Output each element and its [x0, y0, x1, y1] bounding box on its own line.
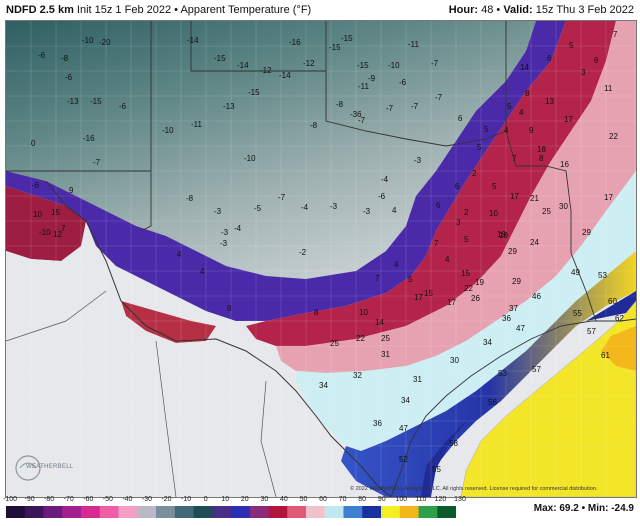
legend-tick-label: 50 [299, 496, 308, 503]
legend-color-swatch [174, 506, 194, 518]
legend-color-swatch [399, 506, 419, 518]
legend-color-swatch [137, 506, 157, 518]
southwest-red-region [121, 301, 216, 343]
purple-band [6, 21, 566, 321]
west-red-region [6, 186, 86, 261]
legend-tick-label: 20 [240, 496, 249, 503]
legend-tick-label: 0 [203, 496, 208, 503]
max-label: Max: [533, 503, 557, 514]
coastline [390, 318, 636, 497]
orange-gulf-core [601, 326, 636, 371]
legend-tick-label: -30 [141, 496, 153, 503]
temperature-legend: -100 -90 -80 -70 -60 -50 -40 -30 -20 -10 0 10 20 30 40… [2, 496, 466, 524]
header-right: Hour: 48 • Valid: 15z Thu 3 Feb 2022 [448, 4, 634, 16]
model-name: NDFD 2.5 km [6, 4, 74, 16]
legend-color-swatch [193, 506, 213, 518]
legend-tick-label: 100 [395, 496, 408, 503]
legend-color-swatch [437, 506, 456, 518]
mexico-land [6, 251, 346, 497]
header-left: NDFD 2.5 km Init 15z 1 Feb 2022 • Appare… [6, 0, 311, 20]
international-border [45, 180, 392, 497]
legend-tick-label: 30 [260, 496, 269, 503]
map-canvas [6, 21, 636, 497]
legend-tick-label: 80 [358, 496, 367, 503]
legend-color-swatch [268, 506, 288, 518]
legend-ticks: -100 -90 -80 -70 -60 -50 -40 -30 -20 -10 0 10 20 30 40… [2, 496, 466, 506]
legend-tick-label: -90 [24, 496, 35, 503]
legend-tick-label: 60 [319, 496, 327, 503]
legend-tick-label: -50 [102, 496, 113, 503]
yellow-gulf [461, 301, 636, 497]
legend-color-swatch [249, 506, 269, 518]
legend-color-swatch [81, 506, 101, 518]
legend-color-swatch [343, 506, 363, 518]
legend-tick-label: -70 [63, 496, 74, 503]
valid-label: Valid: [503, 4, 533, 16]
legend-color-swatch [6, 506, 26, 518]
gulf-ocean [460, 300, 636, 497]
legend-color-swatch [418, 506, 438, 518]
legend-tick-label: 10 [221, 496, 230, 503]
legend-tick-label: 40 [280, 496, 288, 503]
legend-tick-label: 130 [454, 496, 466, 503]
legend-color-swatch [24, 506, 44, 518]
min-label: Min: [587, 503, 609, 514]
legend-color-swatch [287, 506, 307, 518]
weatherbell-logo-icon [15, 455, 41, 481]
cyan-coastal [296, 171, 636, 451]
max-min-stats: Max: 69.2 • Min: -24.9 [533, 503, 634, 514]
legend-tick-label: 90 [377, 496, 386, 503]
legend-tick-label: 70 [338, 496, 347, 503]
legend-color-swatch [381, 506, 401, 518]
valid-value: 15z Thu 3 Feb 2022 [535, 4, 634, 16]
state-borders [6, 21, 597, 322]
deep-blue-coast [421, 291, 636, 497]
map-header: NDFD 2.5 km Init 15z 1 Feb 2022 • Appare… [0, 0, 640, 20]
legend-color-swatch [212, 506, 232, 518]
pink-band [276, 21, 636, 373]
hour-value: 48 [481, 4, 494, 16]
copyright-text: © 2022 WeatherBELL Analytics, LLC. All r… [350, 486, 598, 492]
init-info: Init 15z 1 Feb 2022 • Apparent Temperatu… [73, 4, 312, 16]
legend-color-swatch [306, 506, 326, 518]
legend-tick-label: -40 [122, 496, 133, 503]
legend-color-swatch [43, 506, 63, 518]
legend-color-swatch [99, 506, 119, 518]
legend-tick-label: 110 [415, 496, 427, 503]
logo-text: WEATHERBELL [26, 464, 74, 470]
min-value: -24.9 [611, 503, 634, 514]
legend-color-swatch [231, 506, 251, 518]
legend-colorbar [6, 506, 456, 518]
weatherbell-logo: WEATHERBELL [12, 454, 73, 482]
max-value: 69.2 [559, 503, 579, 514]
legend-tick-label: -80 [44, 496, 55, 503]
mexico-state-lines [6, 290, 277, 497]
legend-tick-label: -100 [2, 496, 18, 503]
legend-color-swatch [324, 506, 344, 518]
cold-region [6, 21, 536, 279]
legend-tick-label: -60 [83, 496, 94, 503]
legend-tick-label: 120 [434, 496, 447, 503]
legend-color-swatch [362, 506, 382, 518]
legend-color-swatch [118, 506, 138, 518]
legend-tick-label: -10 [181, 496, 192, 503]
temperature-map: -10 -20 -14 -16 -15 -15 -11 -6 -8 -15 -14 -12 -12 -14… [5, 20, 637, 498]
legend-color-swatch [62, 506, 82, 518]
red-band [246, 21, 616, 346]
legend-tick-label: -20 [161, 496, 172, 503]
legend-color-swatch [156, 506, 176, 518]
hour-label: Hour: [448, 4, 479, 16]
